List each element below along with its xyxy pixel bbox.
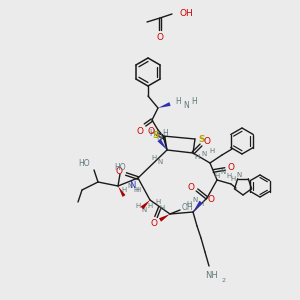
Text: N: N xyxy=(192,197,198,203)
Polygon shape xyxy=(158,102,171,108)
Text: 2: 2 xyxy=(221,278,225,283)
Text: N: N xyxy=(201,151,207,157)
Text: H: H xyxy=(194,154,200,160)
Text: O: O xyxy=(203,136,211,146)
Text: H: H xyxy=(209,148,214,154)
Text: O: O xyxy=(151,220,158,229)
Text: H: H xyxy=(162,128,168,137)
Text: O: O xyxy=(188,182,194,191)
Text: O: O xyxy=(157,32,164,41)
Text: S: S xyxy=(153,131,159,140)
Text: N: N xyxy=(158,159,163,165)
Text: HO: HO xyxy=(78,160,90,169)
Text: H: H xyxy=(134,187,139,193)
Polygon shape xyxy=(159,214,170,222)
Polygon shape xyxy=(158,139,167,150)
Text: H: H xyxy=(159,205,165,211)
Text: S: S xyxy=(199,134,205,143)
Text: H: H xyxy=(149,128,155,137)
Text: N: N xyxy=(141,207,147,213)
Text: N: N xyxy=(220,169,226,175)
Text: H: H xyxy=(155,199,160,205)
Text: H: H xyxy=(186,201,192,207)
Text: OH: OH xyxy=(179,8,193,17)
Text: O: O xyxy=(116,167,122,176)
Text: H: H xyxy=(214,173,220,179)
Polygon shape xyxy=(193,201,202,212)
Text: O: O xyxy=(227,164,235,172)
Text: H: H xyxy=(230,176,236,182)
Text: H: H xyxy=(191,98,197,106)
Text: H: H xyxy=(226,173,232,179)
Text: HO: HO xyxy=(114,164,126,172)
Polygon shape xyxy=(141,200,150,209)
Text: N: N xyxy=(156,134,162,142)
Text: H: H xyxy=(152,155,157,161)
Text: N: N xyxy=(183,100,189,109)
Text: O: O xyxy=(208,196,214,205)
Text: H: H xyxy=(135,187,141,193)
Text: N: N xyxy=(128,183,133,189)
Text: O: O xyxy=(148,128,154,136)
Text: H: H xyxy=(122,187,127,193)
Text: H: H xyxy=(198,201,204,207)
Text: H: H xyxy=(135,203,141,209)
Text: N: N xyxy=(236,172,242,178)
Text: OH: OH xyxy=(182,203,194,212)
Text: N: N xyxy=(129,182,135,190)
Text: O: O xyxy=(136,127,143,136)
Polygon shape xyxy=(118,186,125,197)
Text: NH: NH xyxy=(205,272,218,280)
Text: H: H xyxy=(147,203,153,209)
Text: H: H xyxy=(175,98,181,106)
